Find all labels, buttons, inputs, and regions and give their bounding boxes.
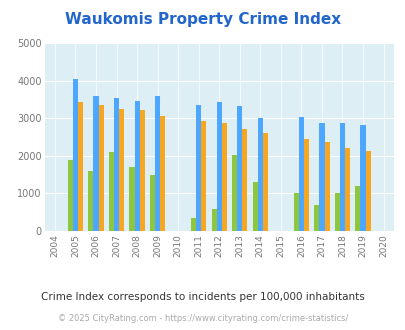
Bar: [119, 109, 124, 231]
Bar: [334, 193, 339, 231]
Text: Waukomis Property Crime Index: Waukomis Property Crime Index: [65, 12, 340, 26]
Bar: [98, 105, 103, 231]
Bar: [324, 142, 329, 231]
Bar: [242, 129, 247, 231]
Bar: [190, 218, 196, 231]
Bar: [339, 123, 344, 231]
Bar: [114, 98, 119, 231]
Bar: [93, 96, 98, 231]
Bar: [134, 101, 139, 231]
Bar: [293, 193, 298, 231]
Bar: [303, 139, 308, 231]
Bar: [298, 117, 303, 231]
Bar: [139, 110, 145, 231]
Bar: [109, 152, 114, 231]
Text: © 2025 CityRating.com - https://www.cityrating.com/crime-statistics/: © 2025 CityRating.com - https://www.city…: [58, 314, 347, 323]
Bar: [216, 102, 221, 231]
Bar: [313, 205, 319, 231]
Bar: [344, 148, 350, 231]
Bar: [155, 96, 160, 231]
Bar: [360, 124, 364, 231]
Bar: [257, 118, 262, 231]
Text: Crime Index corresponds to incidents per 100,000 inhabitants: Crime Index corresponds to incidents per…: [41, 292, 364, 302]
Bar: [149, 175, 155, 231]
Bar: [78, 102, 83, 231]
Bar: [196, 105, 201, 231]
Bar: [73, 79, 78, 231]
Bar: [354, 186, 360, 231]
Bar: [68, 159, 73, 231]
Bar: [232, 155, 237, 231]
Bar: [160, 116, 165, 231]
Bar: [237, 107, 242, 231]
Bar: [129, 167, 134, 231]
Bar: [221, 123, 226, 231]
Bar: [364, 151, 370, 231]
Bar: [201, 121, 206, 231]
Bar: [262, 133, 267, 231]
Bar: [319, 123, 324, 231]
Bar: [252, 182, 257, 231]
Bar: [88, 171, 93, 231]
Bar: [211, 209, 216, 231]
